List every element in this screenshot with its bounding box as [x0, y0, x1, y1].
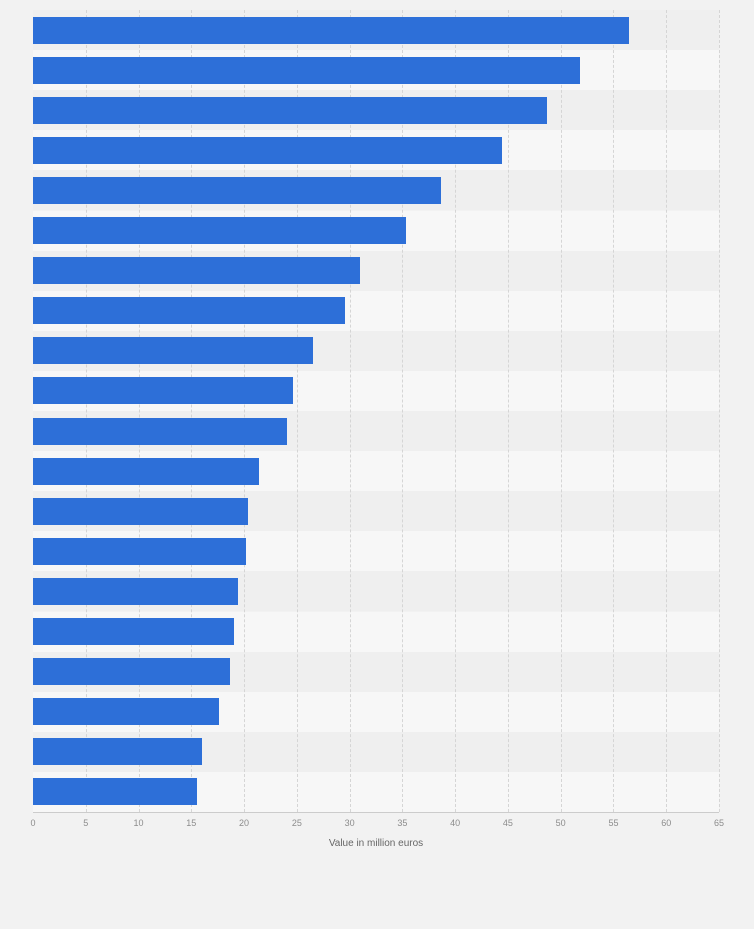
bar[interactable] [33, 257, 361, 285]
x-tick-label: 5 [83, 818, 89, 828]
bar[interactable] [33, 96, 547, 124]
gridline [85, 10, 87, 812]
x-tick-label: 45 [502, 818, 513, 828]
bar[interactable] [33, 176, 442, 204]
bar[interactable] [33, 56, 580, 84]
x-tick-label: 65 [713, 818, 725, 828]
bar[interactable] [33, 738, 202, 766]
bar[interactable] [33, 377, 293, 405]
bar[interactable] [33, 457, 259, 485]
gridline [191, 10, 193, 812]
bar[interactable] [33, 778, 197, 806]
gridline [138, 10, 140, 812]
x-tick-label: 30 [344, 818, 355, 828]
gridline [666, 10, 668, 812]
x-tick-label: 0 [30, 818, 36, 828]
gridline [402, 10, 404, 812]
x-tick-label: 40 [450, 818, 461, 828]
bar[interactable] [33, 217, 406, 245]
bar[interactable] [33, 618, 234, 646]
bar[interactable] [33, 497, 249, 525]
gridline [244, 10, 246, 812]
x-axis: 0 5 10 15 20 25 30 35 40 45 50 55 60 65 [0, 813, 754, 829]
x-tick-label: 25 [291, 818, 302, 828]
bar[interactable] [33, 417, 288, 445]
plot-area [33, 10, 720, 813]
x-tick-label: 50 [555, 818, 566, 828]
x-tick-label: 20 [239, 818, 250, 828]
x-axis-title: Value in million euros [328, 838, 424, 849]
x-tick-label: 60 [661, 818, 672, 828]
bar[interactable] [33, 658, 231, 686]
x-tick-label: 35 [397, 818, 408, 828]
gridline [507, 10, 509, 812]
bar[interactable] [33, 537, 247, 565]
gridline [296, 10, 298, 812]
bar[interactable] [33, 297, 346, 325]
bar[interactable] [33, 577, 238, 605]
x-tick-label: 10 [133, 818, 144, 828]
bar[interactable] [33, 698, 219, 726]
gridline [560, 10, 562, 812]
gridline [719, 10, 720, 812]
x-tick-label: 55 [608, 818, 619, 828]
bar[interactable] [33, 136, 502, 164]
bar[interactable] [33, 16, 630, 44]
x-tick-label: 15 [186, 818, 197, 828]
gridline [613, 10, 615, 812]
gridline [455, 10, 457, 812]
bar[interactable] [33, 337, 313, 365]
gridline [349, 10, 351, 812]
